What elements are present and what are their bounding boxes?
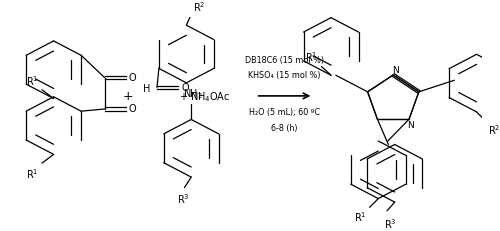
Text: R$^1$: R$^1$	[305, 50, 318, 64]
Text: R$^1$: R$^1$	[354, 209, 366, 223]
Text: +: +	[122, 90, 133, 103]
Text: R$^2$: R$^2$	[488, 123, 500, 137]
Text: R$^1$: R$^1$	[26, 74, 38, 88]
Text: R$^3$: R$^3$	[384, 216, 396, 230]
Text: R$^1$: R$^1$	[26, 166, 38, 180]
Text: KHSO₄ (15 mol %): KHSO₄ (15 mol %)	[248, 71, 321, 80]
Text: NH$_2$: NH$_2$	[183, 87, 203, 101]
Text: H: H	[143, 83, 150, 93]
Text: O: O	[181, 82, 188, 92]
Text: O: O	[128, 104, 136, 114]
Text: R$^3$: R$^3$	[177, 191, 190, 205]
Text: + NH$_4$OAc: + NH$_4$OAc	[179, 90, 231, 103]
Text: R$^2$: R$^2$	[193, 0, 205, 14]
Text: O: O	[128, 72, 136, 82]
Text: H₂O (5 mL); 60 ºC: H₂O (5 mL); 60 ºC	[249, 108, 320, 117]
Text: 6-8 (h): 6-8 (h)	[272, 123, 298, 132]
Text: N: N	[408, 120, 414, 129]
Text: DB18C6 (15 mol %): DB18C6 (15 mol %)	[245, 55, 324, 64]
Text: N: N	[392, 66, 398, 75]
